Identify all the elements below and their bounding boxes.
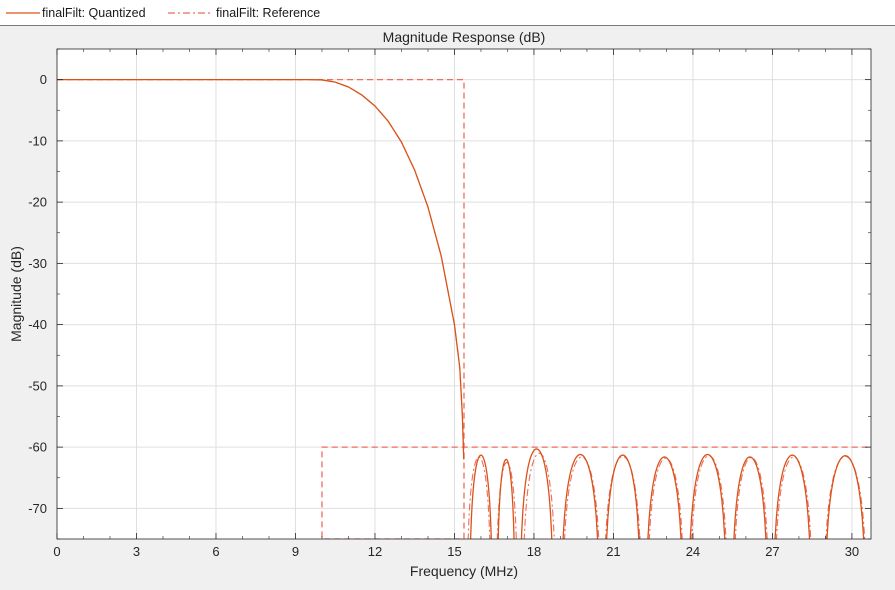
x-tick-label: 3 bbox=[133, 544, 140, 559]
x-tick-label: 21 bbox=[606, 544, 620, 559]
x-tick-label: 18 bbox=[527, 544, 541, 559]
legend-label-quantized: finalFilt: Quantized bbox=[42, 5, 146, 20]
legend-item-quantized[interactable]: finalFilt: Quantized bbox=[6, 4, 146, 21]
x-axis-label: Frequency (MHz) bbox=[410, 563, 518, 579]
reference-stopband-lobe bbox=[775, 456, 812, 539]
y-tick-label: -40 bbox=[28, 317, 47, 332]
series-quantized-line bbox=[57, 78, 465, 460]
x-tick-label: 24 bbox=[686, 544, 700, 559]
y-tick-label: 0 bbox=[40, 72, 47, 87]
specification-mask bbox=[57, 78, 871, 539]
quantized-stopband-lobe bbox=[605, 454, 640, 539]
x-tick-label: 0 bbox=[53, 544, 60, 559]
quantized-stopband-lobe bbox=[562, 453, 599, 539]
solid-line-icon bbox=[6, 11, 40, 14]
quantized-stopband-lobe bbox=[520, 448, 553, 539]
x-tick-label: 30 bbox=[845, 544, 859, 559]
reference-stopband-lobe bbox=[523, 452, 555, 539]
mask-line bbox=[57, 78, 871, 539]
quantized-stopband-lobe bbox=[647, 456, 682, 539]
legend-bar: finalFilt: Quantized finalFilt: Referenc… bbox=[0, 0, 895, 26]
quantized-stopband-lobe bbox=[689, 453, 726, 539]
dashdot-line-icon bbox=[168, 11, 212, 14]
x-tick-label: 9 bbox=[292, 544, 299, 559]
magnitude-response-chart: 0 3 6 9 12 15 18 21 24 27 30 0 -10 -20 -30 -40 -50 -60 -70… bbox=[8, 29, 872, 579]
y-tick-label: -30 bbox=[28, 256, 47, 271]
reference-stopband-lobe bbox=[691, 455, 727, 539]
y-tick-label: -20 bbox=[28, 195, 47, 210]
reference-stopband-lobe bbox=[563, 456, 600, 539]
legend-label-reference: finalFilt: Reference bbox=[216, 5, 321, 20]
x-tick-label: 12 bbox=[368, 544, 382, 559]
chart-title: Magnitude Response (dB) bbox=[383, 29, 546, 45]
reference-stopband-lobe bbox=[605, 455, 641, 539]
x-tick-label: 6 bbox=[212, 544, 219, 559]
x-tick-label: 27 bbox=[765, 544, 779, 559]
legend-item-reference[interactable]: finalFilt: Reference bbox=[168, 4, 320, 21]
quantized-stopband-lobe bbox=[826, 455, 865, 539]
series-layer bbox=[57, 78, 866, 539]
reference-stopband-lobe bbox=[825, 455, 866, 539]
ticks: 0 3 6 9 12 15 18 21 24 27 30 0 -10 -20 -30 -40 -50 -60 -70 bbox=[28, 48, 871, 559]
y-tick-label: -10 bbox=[28, 133, 47, 148]
quantized-stopband-lobe bbox=[774, 454, 811, 539]
quantized-stopband-lobe bbox=[497, 458, 515, 539]
y-tick-label: -70 bbox=[28, 501, 47, 516]
x-tick-label: 15 bbox=[447, 544, 461, 559]
y-tick-label: -60 bbox=[28, 440, 47, 455]
y-axis-label: Magnitude (dB) bbox=[8, 246, 24, 342]
quantized-stopband-lobe bbox=[469, 454, 492, 539]
quantized-stopband-lobe bbox=[733, 456, 767, 539]
reference-stopband-lobe bbox=[648, 457, 683, 539]
y-tick-label: -50 bbox=[28, 378, 47, 393]
